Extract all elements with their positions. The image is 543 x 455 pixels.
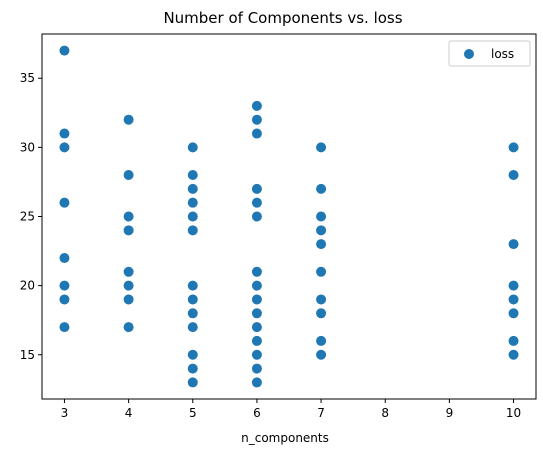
data-point [187,211,198,222]
data-point [508,142,519,153]
y-tick-label: 25 [20,210,35,224]
data-point [187,322,198,333]
x-axis-label: n_components [241,431,329,445]
data-point [251,183,262,194]
y-axis: 15 20 25 30 35 [20,71,42,362]
data-point [251,308,262,319]
data-point [316,211,327,222]
data-point [123,266,134,277]
data-point [123,225,134,236]
data-point [59,128,70,139]
legend-label: loss [491,47,514,61]
data-point [508,170,519,181]
data-point [187,225,198,236]
data-point [251,294,262,305]
x-tick-label: 3 [61,406,69,420]
data-point [187,142,198,153]
data-point [251,114,262,125]
data-point [123,280,134,291]
y-tick-label: 30 [20,140,35,154]
data-point [251,349,262,360]
plot-frame [41,33,537,400]
data-point [187,294,198,305]
data-point [316,335,327,346]
data-point [59,252,70,263]
data-point [59,294,70,305]
data-point [59,280,70,291]
data-point [123,114,134,125]
data-point [251,280,262,291]
data-point [251,100,262,111]
data-point [123,170,134,181]
data-point [316,294,327,305]
data-point [187,349,198,360]
data-point [316,225,327,236]
legend: loss [448,40,531,67]
data-point [123,211,134,222]
data-point [508,239,519,250]
data-point [187,377,198,388]
data-point [508,349,519,360]
data-point [316,239,327,250]
data-point [251,335,262,346]
data-point [251,128,262,139]
data-point [316,142,327,153]
x-tick-label: 9 [446,406,454,420]
data-point [251,377,262,388]
x-tick-label: 10 [506,406,521,420]
y-tick-label: 35 [20,71,35,85]
data-point [316,183,327,194]
y-tick-label: 20 [20,279,35,293]
data-point [316,349,327,360]
data-point [187,197,198,208]
data-point [508,308,519,319]
x-tick-label: 6 [253,406,261,420]
data-point [508,335,519,346]
data-point [187,308,198,319]
x-tick-label: 8 [381,406,389,420]
data-point [123,294,134,305]
data-point [187,363,198,374]
data-point [187,280,198,291]
data-point [251,322,262,333]
data-point [123,322,134,333]
x-tick-label: 4 [125,406,133,420]
x-axis: 3 4 5 6 7 8 9 10 [61,399,521,420]
x-tick-label: 7 [317,406,325,420]
y-tick-label: 15 [20,348,35,362]
data-point [59,142,70,153]
x-tick-label: 5 [189,406,197,420]
data-point [187,170,198,181]
data-point [316,308,327,319]
data-point [251,266,262,277]
data-point [508,280,519,291]
data-point [251,211,262,222]
data-point [187,183,198,194]
data-point [508,294,519,305]
data-point [251,363,262,374]
legend-box [448,40,531,67]
data-point [59,197,70,208]
data-point [59,45,70,56]
data-point [316,266,327,277]
data-point [59,322,70,333]
scatter-points [59,45,519,388]
data-point [251,197,262,208]
legend-marker [464,49,474,59]
chart-title: Number of Components vs. loss [163,9,402,27]
